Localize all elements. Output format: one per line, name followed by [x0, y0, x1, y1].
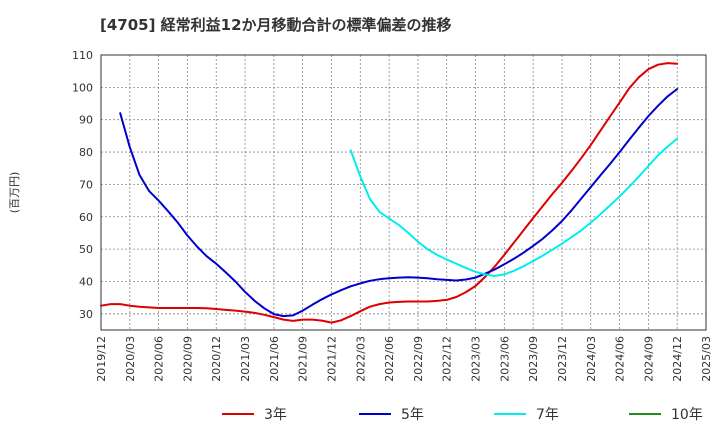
chart-title: [4705] 経常利益12か月移動合計の標準偏差の推移 [100, 16, 452, 34]
y-tick-label: 100 [72, 81, 93, 94]
legend: 3年 5年 7年 10年 [222, 407, 703, 423]
legend-label: 7年 [536, 407, 559, 423]
y-tick-label: 60 [79, 211, 93, 224]
y-tick-label: 30 [79, 308, 93, 321]
y-tick-label: 110 [72, 49, 93, 62]
x-tick-label: 2021/06 [268, 336, 281, 382]
x-tick-label: 2022/12 [441, 336, 454, 382]
x-tick-label: 2020/12 [210, 336, 223, 382]
y-tick-label: 90 [79, 114, 93, 127]
x-tick-label: 2019/12 [95, 336, 108, 382]
series-line-5年 [119, 88, 679, 318]
x-tick-label: 2024/03 [585, 336, 598, 382]
x-tick-label: 2021/12 [325, 336, 338, 382]
y-tick-label: 70 [79, 178, 93, 191]
plot-frame [100, 54, 707, 331]
x-tick-label: 2024/12 [671, 336, 684, 382]
x-tick-label: 2021/09 [297, 336, 310, 382]
x-tick-label: 2023/03 [470, 336, 483, 382]
y-axis-label: (百万円) [8, 172, 21, 214]
x-tick-label: 2022/09 [412, 336, 425, 382]
legend-label: 10年 [671, 407, 703, 423]
series-line-3年 [100, 62, 679, 324]
x-tick-label: 2022/06 [383, 336, 396, 382]
x-tick-label: 2025/03 [700, 336, 713, 382]
legend-label: 5年 [401, 407, 424, 423]
y-tick-label: 80 [79, 146, 93, 159]
y-tick-label: 50 [79, 243, 93, 256]
series-line-7年 [349, 137, 679, 277]
plot-area [101, 55, 706, 330]
x-tick-label: 2020/09 [181, 336, 194, 382]
x-tick-label: 2024/09 [642, 336, 655, 382]
x-tick-label: 2020/06 [153, 336, 166, 382]
x-tick-label: 2022/03 [354, 336, 367, 382]
x-axis-ticks: 2019/12 2020/03 2020/06 2020/09 2020/12 2021/… [95, 336, 713, 382]
x-tick-label: 2023/06 [498, 336, 511, 382]
x-tick-label: 2021/03 [239, 336, 252, 382]
legend-label: 3年 [264, 407, 287, 423]
x-tick-label: 2020/03 [124, 336, 137, 382]
y-tick-label: 40 [79, 275, 93, 288]
x-tick-label: 2024/06 [614, 336, 627, 382]
series-lines [100, 62, 679, 324]
x-tick-label: 2023/12 [556, 336, 569, 382]
y-axis-ticks: 30 40 50 60 70 80 90 100 110 [72, 49, 93, 321]
x-tick-label: 2023/09 [527, 336, 540, 382]
